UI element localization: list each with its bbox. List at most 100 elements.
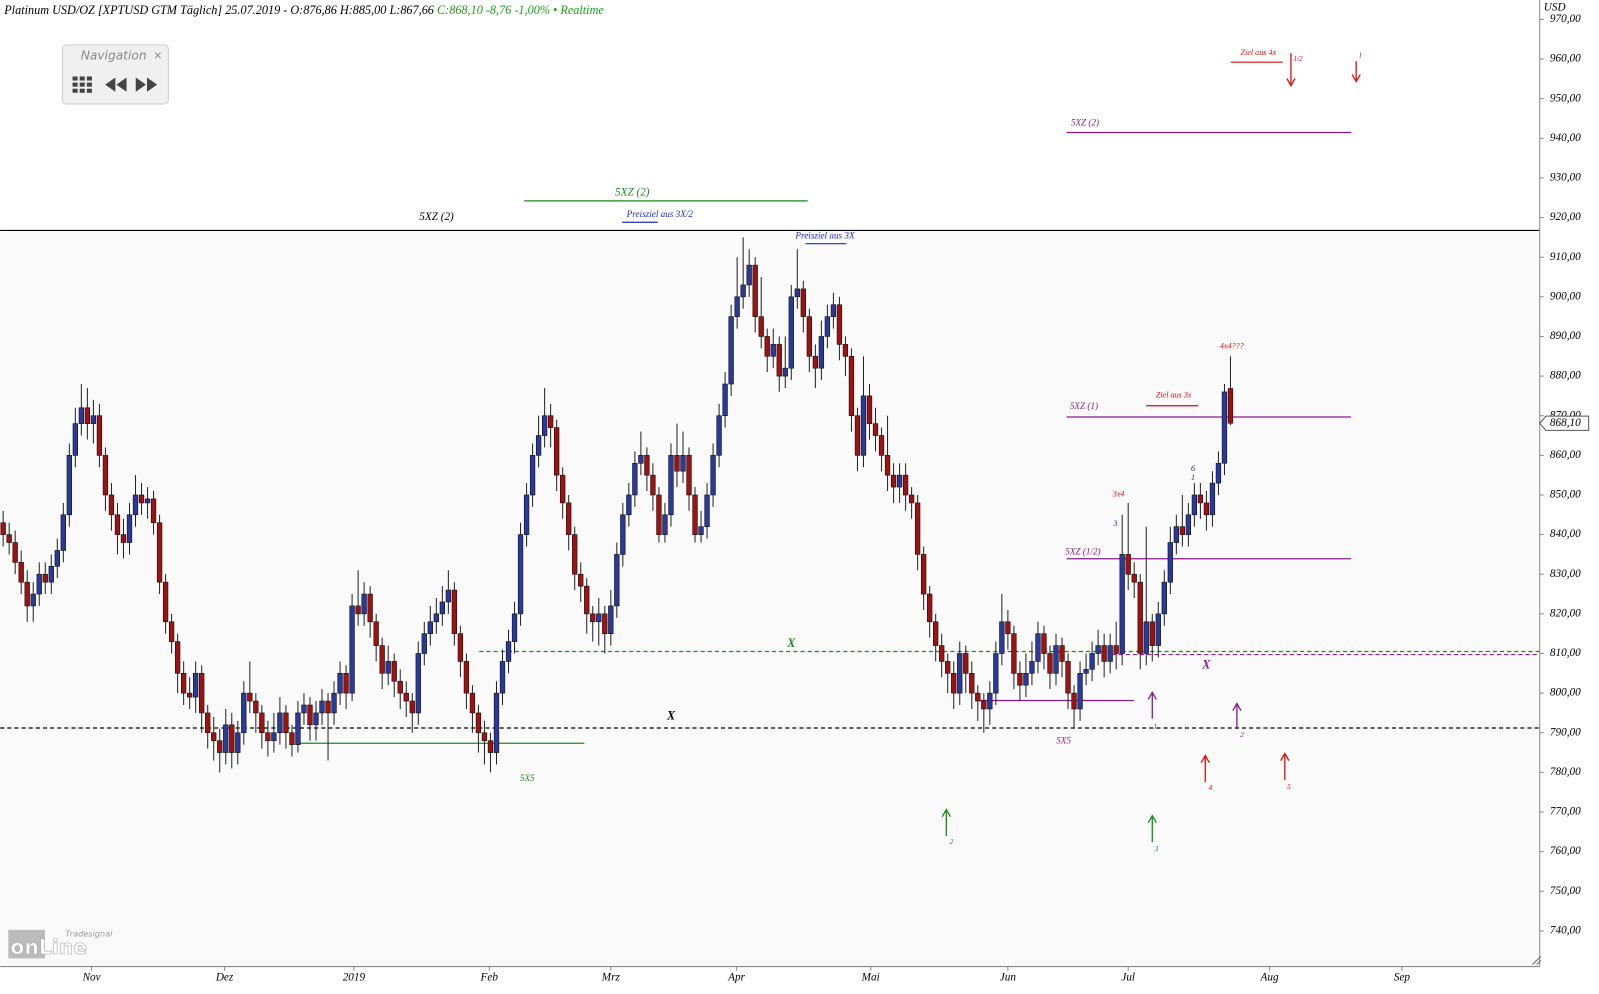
navigation-panel[interactable]: Navigation ×: [61, 44, 169, 105]
y-tick-label: 770,00: [1550, 806, 1581, 818]
candle-body: [361, 593, 367, 615]
x-tick-label: Mrz: [601, 971, 621, 983]
candle-body: [698, 526, 704, 535]
y-tick-label: 910,00: [1550, 251, 1581, 263]
candle-body: [0, 522, 6, 535]
y-tick-label: 820,00: [1550, 607, 1581, 619]
candle-body: [138, 494, 145, 504]
y-tick-label: 830,00: [1550, 568, 1581, 580]
candle-body: [1185, 514, 1192, 535]
annotation: X: [786, 636, 796, 650]
candle-body: [758, 316, 764, 337]
candle-body: [277, 712, 283, 734]
candle-body: [1221, 391, 1228, 464]
plot-lower-bg: [0, 230, 1540, 967]
candle-body: [241, 692, 247, 734]
candle-body: [415, 653, 421, 714]
candle-body: [848, 355, 855, 417]
candle-body: [957, 653, 963, 694]
forward-button[interactable]: [135, 77, 158, 92]
last-price-label: 868,10: [1550, 417, 1581, 429]
y-tick-label: 950,00: [1550, 92, 1581, 104]
candle-body: [499, 661, 506, 694]
candle-body: [866, 395, 873, 424]
arrow: [1147, 690, 1157, 719]
candle-body: [614, 554, 620, 607]
axes: 740,00 750,00 760,00 770,00 780,00 790,00 800,…: [82, 13, 1590, 983]
candle-body: [902, 474, 909, 496]
candle-body: [969, 673, 975, 694]
annotation: 1: [1154, 723, 1158, 731]
candle-body: [427, 621, 433, 634]
x-tick-label: Mai: [861, 971, 880, 983]
candle-body: [650, 474, 656, 496]
candle-body: [1191, 494, 1198, 516]
annotation: Ziel aus 3x: [1156, 390, 1192, 399]
candle-body: [343, 673, 349, 694]
candles: [0, 237, 1234, 773]
y-tick-label: 740,00: [1550, 924, 1581, 936]
candle-body: [313, 712, 319, 726]
annotation: 3: [1113, 519, 1118, 528]
candle-body: [379, 645, 385, 674]
candle-body: [590, 613, 596, 623]
candle-body: [18, 562, 24, 583]
annotation: X: [666, 709, 676, 723]
candle-body: [349, 605, 355, 694]
candle-body: [223, 724, 229, 753]
candle-body: [102, 455, 109, 496]
resize-handle[interactable]: [1532, 956, 1542, 965]
annotation: 5XZ (2): [419, 211, 454, 223]
annotation: 4x4???: [1220, 342, 1244, 351]
annotation: X: [1201, 658, 1211, 672]
candle-body: [481, 732, 488, 741]
logo-box: [8, 929, 46, 959]
candle-body: [878, 435, 885, 456]
subtitle: C:868,10 -8,76 -1,00% • Realtime: [437, 3, 604, 17]
y-tick-label: 760,00: [1550, 845, 1581, 857]
candle-body: [529, 455, 536, 496]
candle-body: [409, 700, 415, 714]
candle-body: [578, 573, 584, 587]
y-tick-label: 940,00: [1550, 132, 1581, 144]
last-price-box: [1539, 415, 1590, 431]
candle-body: [999, 621, 1005, 654]
candle-body: [120, 534, 127, 543]
candle-body: [626, 494, 632, 516]
y-tick-label: 860,00: [1550, 449, 1581, 461]
title: Platinum USD/OZ [XPTUSD GTM Täglich] 25.…: [3, 3, 435, 17]
back-button[interactable]: [105, 77, 127, 92]
x-tick-label: Jun: [1000, 971, 1017, 983]
logo-text: onLine: [10, 935, 87, 959]
candle-body: [1095, 645, 1101, 654]
candle-body: [391, 661, 397, 682]
candle-body: [337, 673, 343, 694]
candle-body: [150, 498, 157, 524]
candle-body: [1053, 645, 1059, 674]
candle-body: [193, 673, 199, 698]
candle-body: [289, 732, 295, 745]
candle-body: [1119, 554, 1125, 654]
candle-body: [229, 724, 235, 753]
arrow: [1280, 752, 1290, 780]
candle-body: [1173, 526, 1179, 543]
candle-body: [1059, 645, 1065, 662]
close-icon[interactable]: ×: [153, 49, 162, 62]
candle-body: [824, 316, 831, 337]
candle-body: [205, 712, 211, 734]
y-tick-label: 930,00: [1550, 172, 1581, 184]
annotation: Preisziel aus 3X: [794, 231, 855, 241]
y-tick-label: 780,00: [1550, 766, 1581, 778]
candle-body: [656, 494, 662, 535]
arrow: [1351, 61, 1361, 83]
x-tick-label: 2019: [343, 971, 366, 983]
candle-body: [788, 296, 794, 369]
candle-body: [451, 589, 458, 634]
annotations: 5XZ (2) 5XZ (2) Preisziel aus 3X/2 Preis…: [419, 48, 1362, 853]
annotation: 5XZ (1): [1070, 401, 1098, 411]
candle-body: [301, 704, 307, 714]
candle-body: [746, 264, 752, 286]
grid-icon[interactable]: [72, 76, 92, 93]
